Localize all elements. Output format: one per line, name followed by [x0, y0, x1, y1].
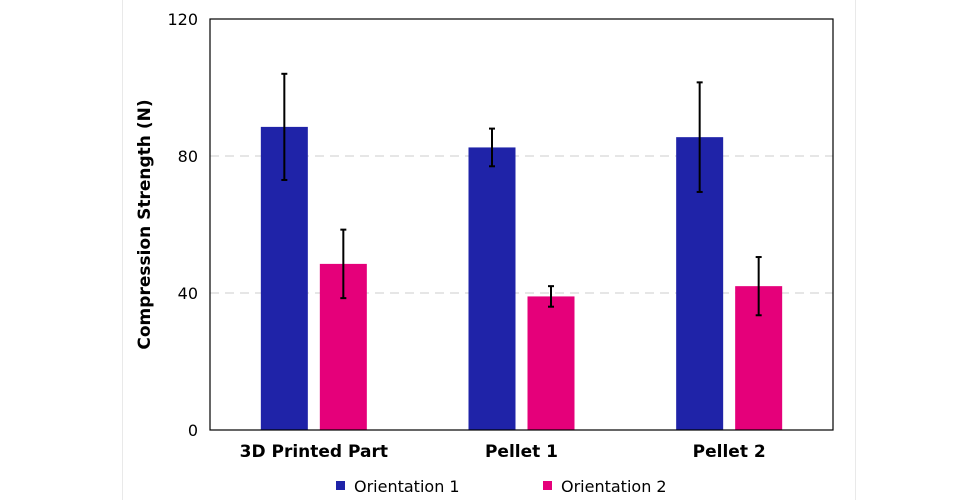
x-category-label: Pellet 1: [485, 442, 558, 462]
legend-swatch: [543, 481, 552, 490]
y-tick-label: 80: [178, 147, 198, 166]
bar: [527, 296, 575, 430]
bar: [468, 147, 516, 430]
y-tick-label: 40: [178, 284, 198, 303]
y-axis-ticks: 0 40 80 120: [167, 10, 198, 440]
legend-swatch: [336, 481, 345, 490]
legend-label: Orientation 1: [354, 477, 460, 496]
y-tick-label: 0: [188, 421, 198, 440]
legend: Orientation 1 Orientation 2: [336, 477, 667, 496]
error-bars: [281, 72, 762, 317]
plot-area-frame: [209, 18, 834, 431]
right-frame-line: [855, 0, 856, 500]
left-frame-line: [122, 0, 123, 500]
legend-label: Orientation 2: [561, 477, 667, 496]
x-axis-categories: 3D Printed Part Pellet 1 Pellet 2: [240, 442, 766, 462]
x-category-label: 3D Printed Part: [240, 442, 388, 462]
y-axis-label: Compression Strength (N): [135, 99, 155, 349]
bars: [260, 126, 783, 430]
x-category-label: Pellet 2: [693, 442, 766, 462]
y-tick-label: 120: [167, 10, 198, 29]
